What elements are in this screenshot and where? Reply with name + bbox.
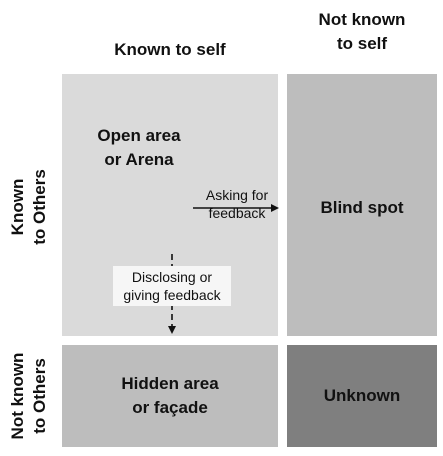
disclosing-line2: giving feedback bbox=[123, 287, 221, 303]
column-header-not-known-to-self: Not known to self bbox=[287, 8, 437, 56]
hidden-area-line1: Hidden area bbox=[121, 374, 219, 393]
hidden-area-line2: or façade bbox=[132, 398, 208, 417]
asking-feedback-line1: Asking for bbox=[205, 187, 269, 203]
unknown-title: Unknown bbox=[323, 386, 401, 405]
disclosing-feedback-label: Disclosing or giving feedback bbox=[113, 266, 231, 306]
quadrant-unknown: Unknown bbox=[287, 345, 437, 447]
hidden-area-title: Hidden area or façade bbox=[62, 372, 278, 420]
disclosing-line1: Disclosing or bbox=[131, 269, 213, 285]
column-header-known-to-self: Known to self bbox=[114, 40, 226, 59]
column-header-not-known-line1: Not known bbox=[318, 10, 406, 29]
asking-feedback-label: Asking for feedback bbox=[196, 186, 278, 222]
open-area-line1: Open area bbox=[97, 126, 181, 145]
quadrant-hidden-area: Hidden area or façade bbox=[62, 345, 278, 447]
asking-feedback-line2: feedback bbox=[208, 205, 266, 221]
column-header-not-known-line2: to self bbox=[336, 34, 388, 53]
open-area-title: Open area or Arena bbox=[84, 124, 194, 172]
quadrant-blind-spot: Blind spot bbox=[287, 74, 437, 336]
blind-spot-title: Blind spot bbox=[320, 198, 404, 217]
open-area-line2: or Arena bbox=[104, 150, 174, 169]
